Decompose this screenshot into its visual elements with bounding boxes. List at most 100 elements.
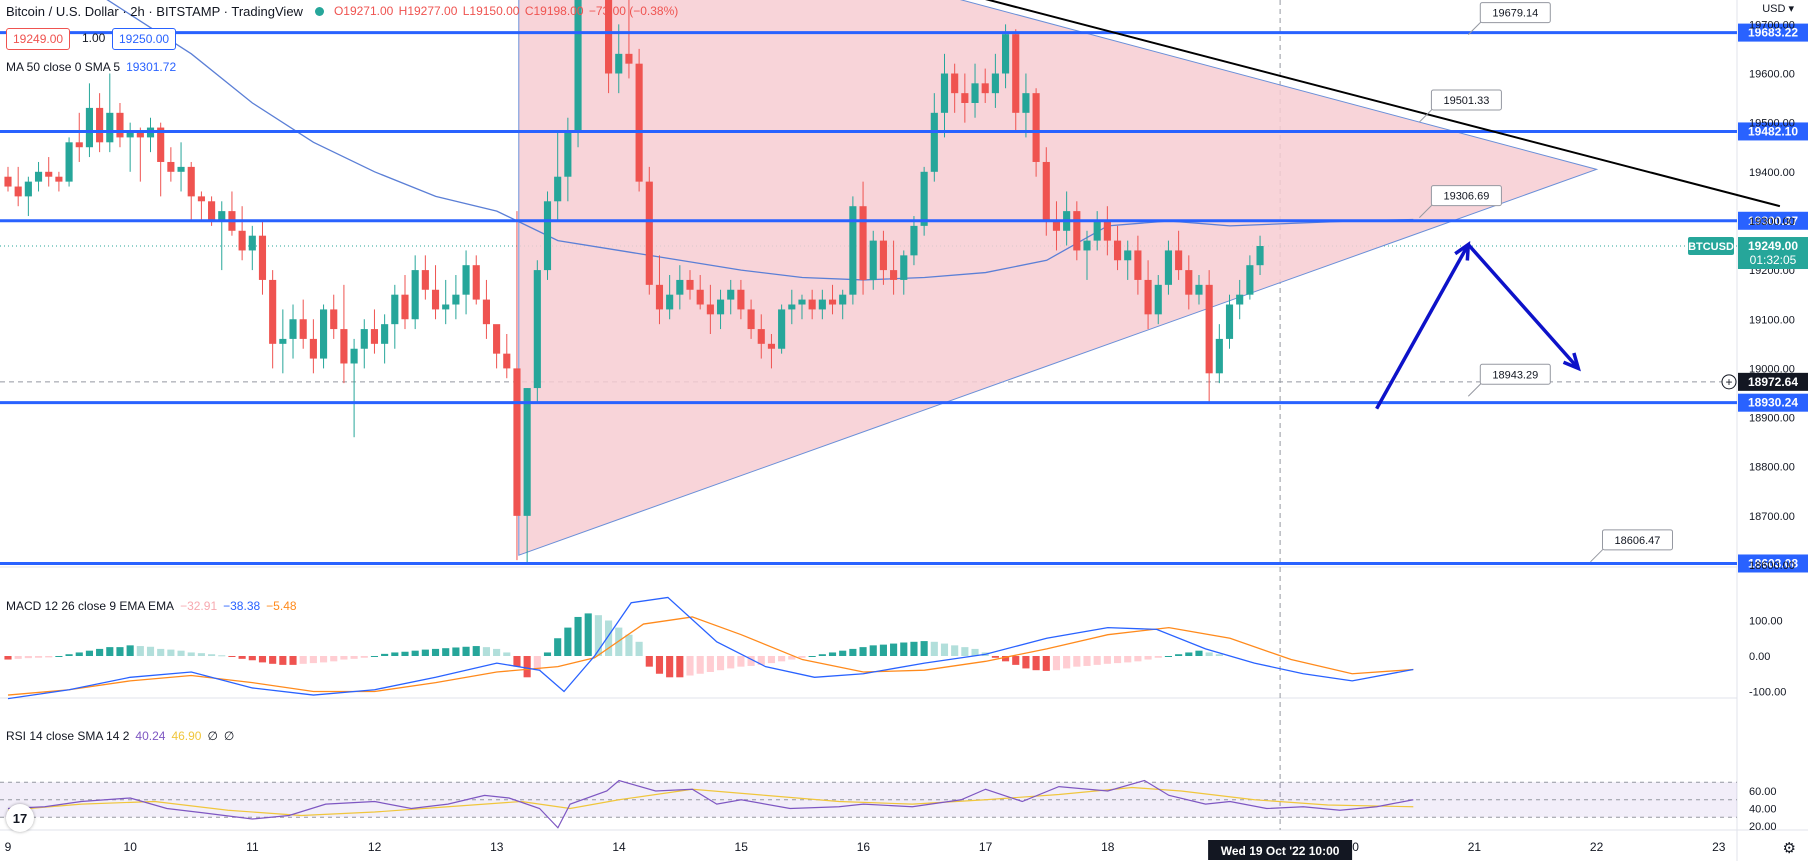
candle-body [1042,161,1050,221]
macd-hist-bar [900,642,908,656]
candle-body [757,329,765,344]
level-price-tag [1738,393,1808,412]
rsi-extra-b: ∅ [223,729,235,743]
ohlc-change: −73.00 (−0.38%) [588,4,679,18]
macd-hist-bar [686,656,694,676]
level-price-label: 18930.24 [1748,396,1798,410]
time-tick-label: 15 [735,840,749,854]
macd-hist-bar [258,656,267,663]
macd-hist-bar [228,656,236,657]
time-tick-label: 16 [857,840,871,854]
note-label: 18606.47 [1615,535,1661,547]
macd-hist-bar [910,641,918,656]
candle-body [1175,250,1183,271]
settings-gear-icon[interactable]: ⚙ [1782,840,1796,857]
macd-hist-bar [34,656,43,658]
candle-body [879,240,887,271]
ohlc-values: O19271.00 H19277.00 L19150.00 C19198.00 … [334,4,680,18]
tradingview-logo[interactable]: 17 [6,804,34,832]
price-tick-label: 18800.00 [1749,462,1795,474]
order-quantity[interactable]: 1.00 [82,31,106,45]
symbol-title[interactable]: Bitcoin / U.S. Dollar · 2h · BITSTAMP · … [6,3,303,19]
triangle-shape [518,0,1599,556]
time-tick-label: 13 [490,840,504,854]
macd-hist-bar [4,656,12,660]
candle-body [319,309,328,359]
macd-hist-bar [208,654,216,656]
candle-body [442,304,450,310]
candle-body [503,353,511,369]
time-tick-label: 14 [612,840,626,854]
candle-body [991,73,999,94]
time-tick-label: 11 [246,840,259,854]
currency-selector[interactable]: USD ▾ [1762,3,1794,15]
candle-body [1144,279,1152,315]
macd-hist-bar [951,645,959,656]
ohlc-close: C19198.00 [524,4,584,18]
macd-hist-bar [319,656,328,663]
note-pointer [1590,547,1605,563]
macd-hist-bar [655,656,664,674]
macd-hist-bar [157,648,165,656]
macd-hist-bar [533,656,541,671]
macd-hist-bar [1103,656,1111,664]
rsi-tick-label: 20.00 [1749,821,1777,833]
candle-body [1225,304,1234,339]
macd-hist-bar [584,613,592,656]
macd-hist-bar [106,647,114,656]
note-label: 19306.69 [1443,191,1489,203]
candle-body [14,186,22,197]
candle-body [45,171,53,177]
candle-body [1012,34,1020,113]
macd-hist-bar [1002,656,1010,662]
trendline [985,0,1781,208]
arrow-shaft [1375,243,1470,410]
macd-hist-bar [391,652,399,656]
time-tick-label: 10 [124,840,138,854]
level-price-label: 18603.08 [1748,556,1798,570]
candle-body [849,206,857,295]
macd-hist-bar [411,650,419,656]
macd-hist-bar [828,652,837,656]
candle-body [116,112,124,138]
macd-hist-bar [187,652,195,656]
ma-legend[interactable]: MA 50 close 0 SMA 5 19301.72 [6,60,176,74]
triangle-pattern [518,0,1599,556]
candle-body [370,329,379,344]
macd-hist-bar [849,648,857,656]
rsi-legend-label: RSI 14 close SMA 14 2 [6,729,130,743]
candle-body [513,368,521,516]
macd-hist-bar [1063,656,1071,669]
candle-body [218,211,226,221]
candle-body [940,73,949,113]
price-tick-label: 18900.00 [1749,413,1795,425]
candle-body [381,324,389,344]
macd-legend[interactable]: MACD 12 26 close 9 EMA EMA −32.91 −38.38 −5… [6,599,297,613]
candle-body [1154,284,1162,315]
buy-price-button[interactable]: 19250.00 [112,28,177,50]
macd-hist-bar [818,654,826,656]
price-tick-label: 19400.00 [1749,167,1795,179]
candle-body [1124,250,1132,261]
note-box [1430,89,1502,111]
note-pointer [1419,203,1434,219]
macd-hist-bar [1042,656,1050,671]
note-label: 19679.14 [1492,8,1538,20]
candle-body [574,0,582,133]
rsi-legend[interactable]: RSI 14 close SMA 14 2 40.24 46.90 ∅ ∅ [6,729,234,743]
ohlc-open: O19271.00 [333,4,394,18]
candle-body [951,73,959,94]
candle-body [828,299,837,305]
candle-body [890,270,898,280]
candle-body [493,324,501,354]
sell-price-button[interactable]: 19249.00 [6,28,71,50]
candle-body [645,181,653,285]
note-pointer [1467,381,1483,397]
price-tick-label: 18600.00 [1749,560,1795,572]
candle-body [727,289,735,300]
note-label: 18943.29 [1492,369,1538,381]
candle-body [1236,294,1244,305]
macd-hist-bar [340,656,348,660]
level-price-label: 19482.10 [1748,124,1798,138]
